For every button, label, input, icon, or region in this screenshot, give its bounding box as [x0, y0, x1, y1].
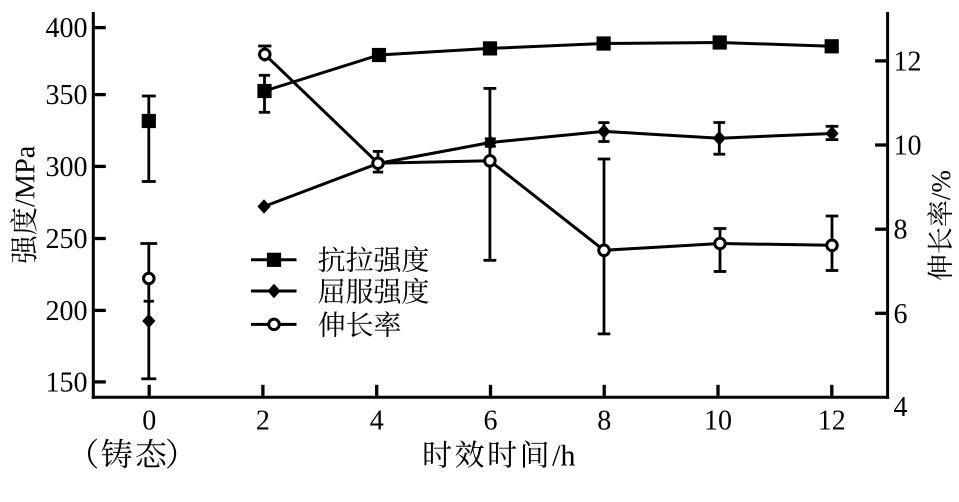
- svg-text:200: 200: [46, 296, 88, 327]
- svg-text:12: 12: [894, 46, 922, 77]
- svg-text:10: 10: [704, 406, 732, 437]
- svg-text:8: 8: [597, 406, 611, 437]
- svg-text:300: 300: [46, 152, 88, 183]
- svg-text:350: 350: [46, 80, 88, 111]
- svg-text:4: 4: [370, 406, 384, 437]
- svg-text:12: 12: [818, 406, 846, 437]
- svg-text:150: 150: [46, 367, 88, 398]
- svg-text:6: 6: [894, 299, 908, 330]
- svg-text:4: 4: [894, 392, 908, 423]
- svg-text:0: 0: [142, 406, 156, 437]
- svg-text:2: 2: [256, 406, 270, 437]
- svg-text:8: 8: [894, 215, 908, 246]
- svg-text:250: 250: [46, 224, 88, 255]
- svg-text:6: 6: [484, 406, 498, 437]
- svg-text:400: 400: [46, 13, 88, 44]
- svg-text:10: 10: [894, 131, 922, 162]
